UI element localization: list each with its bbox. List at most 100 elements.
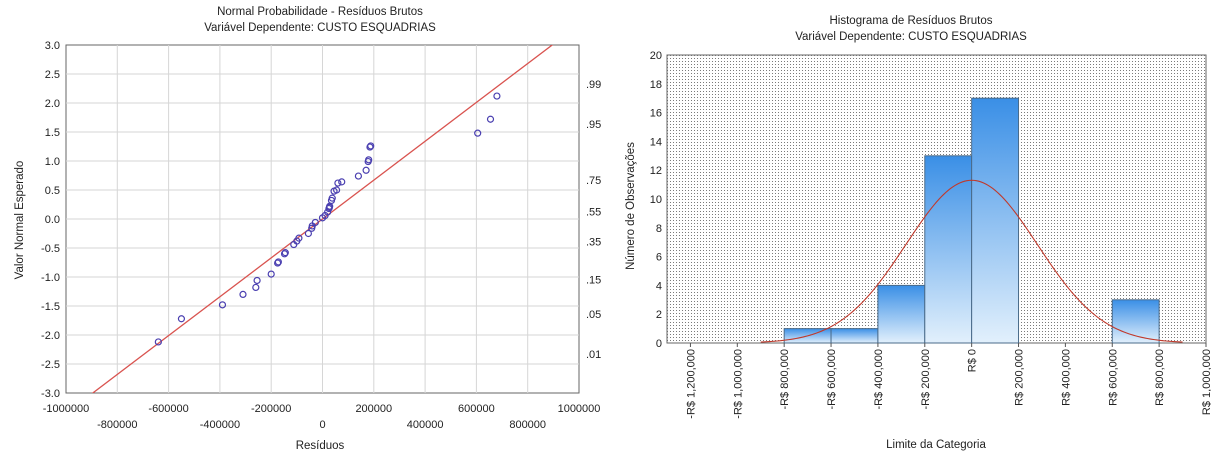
data-point (354, 172, 363, 180)
chart-title: Histograma de Resíduos Brutos (830, 15, 993, 27)
y-tick-label: 0.0 (45, 214, 60, 226)
data-point (304, 229, 312, 238)
histogram-bar (971, 97, 1020, 344)
normal-curve (760, 179, 1183, 343)
x-tick-label: R$ 200,000 (1014, 349, 1026, 406)
data-point (267, 270, 275, 278)
y-tick-label: 6 (656, 252, 662, 264)
x-tick-label: -R$ 800,000 (779, 349, 791, 410)
y-tick-label: 3.0 (45, 40, 60, 52)
right-tick-label: .95 (586, 119, 601, 131)
y-tick-labels: 0 2 4 6 8 10 12 14 16 18 20 (650, 50, 662, 350)
y-tick-label: 2.0 (45, 98, 60, 110)
right-tick-label: .99 (586, 79, 601, 91)
data-point (311, 218, 319, 227)
x-tick-label: 800000 (509, 419, 546, 431)
histogram-bar (830, 328, 879, 344)
data-point (334, 179, 342, 187)
y-tick-label: 1.5 (45, 127, 60, 139)
data-point (253, 276, 261, 285)
x-tick-label: -R$ 1,000,000 (732, 349, 744, 419)
x-tick-label: -400000 (200, 419, 240, 431)
x-tick-labels: -1000000 -600000 -200000 200000 600000 100000… (43, 403, 601, 431)
x-tick-label: -R$ 400,000 (873, 349, 885, 410)
x-tick-label: -600000 (148, 403, 188, 415)
y-tick-label: 10 (650, 194, 662, 206)
y-tick-label: 4 (656, 280, 662, 292)
data-point (367, 142, 375, 150)
x-tick-label: -R$ 200,000 (920, 349, 932, 410)
x-tick-label: -R$ 1,200,000 (685, 349, 697, 419)
y-tick-labels: 3.0 2.5 2.0 1.5 1.0 0.5 0.0 -0.5 -1.0 -1.5 -2.0 -2.… (41, 40, 60, 400)
right-tick-label: .35 (586, 237, 601, 249)
chart-title: Normal Probabilidade - Resíduos Brutos (217, 6, 423, 18)
histogram-chart: Histograma de Resíduos Brutos Variável D… (625, 15, 1211, 451)
x-axis-label: Limite da Categoria (886, 439, 986, 451)
x-tick-label: R$ 800,000 (1154, 349, 1166, 406)
x-tick-label: 600000 (458, 403, 495, 415)
y-tick-label: -1.5 (41, 301, 60, 313)
histogram-bar (924, 155, 973, 344)
fit-line-group (91, 45, 554, 393)
y-tick-label: -2.5 (41, 359, 60, 371)
y-tick-label: 0 (656, 338, 662, 350)
histogram-bars (783, 97, 1160, 344)
y-tick-label: 2.5 (45, 69, 60, 81)
histogram-bar (877, 284, 926, 344)
gridlines (66, 45, 579, 393)
y-tick-label: 0.5 (45, 185, 60, 197)
data-point (295, 234, 303, 242)
normal-curve-group (760, 179, 1183, 343)
y-tick-label: 1.0 (45, 156, 60, 168)
y-tick-label: 20 (650, 50, 662, 62)
y-tick-label: -2.0 (41, 330, 60, 342)
data-points (154, 92, 501, 346)
y-axis-label: Número de Observações (625, 142, 637, 270)
y-tick-label: 12 (650, 165, 662, 177)
chart-subtitle: Variável Dependente: CUSTO ESQUADRIAS (204, 22, 436, 34)
y-tick-label: 14 (650, 136, 662, 148)
data-point (362, 166, 370, 174)
y-tick-label: 16 (650, 108, 662, 120)
data-point (252, 283, 260, 292)
y-tick-label: -1.0 (41, 272, 60, 284)
x-tick-label: -1000000 (43, 403, 90, 415)
x-tick-label: -200000 (251, 403, 291, 415)
x-tick-label: -R$ 600,000 (826, 349, 838, 410)
x-tick-label: 200000 (355, 403, 392, 415)
x-tick-label: -800000 (97, 419, 137, 431)
data-point (486, 115, 495, 123)
x-tick-label: R$ 400,000 (1060, 349, 1072, 406)
data-point (177, 315, 186, 323)
data-point (493, 92, 501, 100)
right-tick-label: .15 (586, 274, 601, 286)
fit-line (91, 45, 554, 393)
data-point (365, 156, 373, 164)
y-tick-label: 18 (650, 79, 662, 91)
data-point (281, 249, 289, 257)
x-tick-label: 0 (319, 419, 325, 431)
data-point (218, 301, 227, 309)
data-point (274, 258, 282, 266)
right-tick-label: .01 (586, 349, 601, 361)
right-tick-label: .75 (586, 175, 601, 187)
right-tick-label: .05 (586, 309, 601, 321)
y-tick-label: 8 (656, 223, 662, 235)
x-tick-label: R$ 0 (967, 349, 979, 372)
x-tick-label: 400000 (407, 419, 444, 431)
data-point (154, 338, 162, 346)
data-point (333, 186, 341, 194)
right-tick-labels: .99 .95 .75 .55 .35 .15 .05 .01 (586, 79, 601, 361)
chart-subtitle: Variável Dependente: CUSTO ESQUADRIAS (795, 31, 1027, 43)
x-tick-label: R$ 1,000,000 (1201, 349, 1211, 415)
histogram-bar (1111, 299, 1160, 344)
y-axis-label: Valor Normal Esperado (14, 161, 26, 280)
y-tick-label: 2 (656, 309, 662, 321)
normal-probability-chart: Normal Probabilidade - Resíduos Brutos V… (14, 6, 601, 452)
x-tick-label: 1000000 (558, 403, 601, 415)
data-point (338, 178, 346, 186)
x-axis-label: Resíduos (296, 440, 345, 452)
x-tick-label: R$ 600,000 (1107, 349, 1119, 406)
right-tick-label: .55 (586, 206, 601, 218)
